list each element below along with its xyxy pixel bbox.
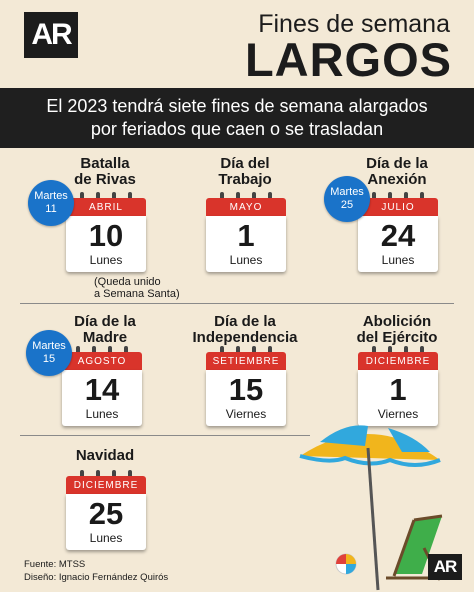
calendar-day: 25 [88,496,124,531]
calendar-month: MAYO [206,198,286,216]
calendar-day: 24 [380,218,416,253]
beach-chair-icon [386,514,443,581]
calendar-weekday: Lunes [89,253,123,267]
badge-day: 11 [45,203,57,215]
calendar-agosto: AGOSTO 14 Lunes [62,346,142,428]
calendar-day: 1 [389,372,407,407]
holiday-title-line: Día de la [74,313,136,330]
calendar-month: JULIO [358,198,438,216]
note-semana-santa: (Queda unido a Semana Santa) [94,276,180,300]
badge-day: 15 [42,353,56,365]
note-line: (Queda unido [94,276,161,288]
calendar-weekday: Viernes [225,407,267,421]
holiday-title-line: Anexión [367,171,427,188]
title-top: Fines de semana [258,10,450,38]
badge-day: 25 [340,199,354,211]
holiday-title-line: de Rivas [74,171,136,188]
calendar-weekday: Lunes [85,407,119,421]
holiday-title-line: Madre [82,329,128,346]
banner: El 2023 tendrá siete fines de semana ala… [0,88,474,148]
ar-logo-small: AR [428,554,462,580]
footer-design: Diseño: Ignacio Fernández Quirós [24,572,169,583]
calendar-day: 10 [88,218,124,253]
calendar-month: SETIEMBRE [206,352,286,370]
holiday-title-line: Navidad [75,447,135,464]
holiday-title-line: Trabajo [218,171,272,188]
holiday-title-abolicion-ejercito: Abolición del Ejército [322,314,472,346]
holiday-title-independencia: Día de la Independencia [170,314,320,346]
badge-label: Martes [330,186,364,198]
badge-label: Martes [32,340,66,352]
holiday-title-line: Batalla [80,155,130,172]
ar-logo: AR [24,12,78,58]
holiday-title-line: Día de la [214,313,276,330]
footer-credits: Fuente: MTSS Diseño: Ignacio Fernández Q… [24,558,168,584]
calendar-diciembre-1: DICIEMBRE 1 Viernes [358,346,438,428]
holiday-title-dia-trabajo: Día del Trabajo [170,156,320,188]
banner-line-2: por feriados que caen o se trasladan [90,119,384,139]
calendar-weekday: Viernes [377,407,419,421]
badge-martes-25: Martes 25 [324,176,370,222]
holiday-title-dia-anexion: Día de la Anexión [322,156,472,188]
badge-label: Martes [34,190,68,202]
beach-illustration [299,425,443,591]
calendar-diciembre-25: DICIEMBRE 25 Lunes [66,470,146,552]
calendar-weekday: Lunes [229,253,263,267]
calendar-weekday: Lunes [381,253,415,267]
calendar-month: DICIEMBRE [66,476,146,494]
calendar-day: 14 [84,372,120,407]
holiday-title-navidad: Navidad [30,448,180,464]
holiday-title-line: Día de la [366,155,428,172]
calendar-day: 1 [237,218,255,253]
holiday-title-line: Día del [220,155,270,172]
divider-row-1 [20,303,454,304]
beach-ball-icon [335,553,357,575]
calendar-setiembre: SETIEMBRE 15 Viernes [206,346,286,428]
badge-martes-11: Martes 11 [28,180,74,226]
calendar-weekday: Lunes [89,531,123,545]
calendar-day: 15 [228,372,264,407]
calendar-month: DICIEMBRE [358,352,438,370]
umbrella-icon [299,425,441,591]
footer-source: Fuente: MTSS [24,559,86,570]
holiday-title-dia-madre: Día de la Madre [30,314,180,346]
calendar-julio: JULIO 24 Lunes [358,192,438,274]
divider-row-2 [20,435,310,436]
holiday-title-line: Abolición [362,313,432,330]
note-line: a Semana Santa) [94,288,180,300]
holiday-title-line: del Ejército [356,329,438,346]
calendar-abril: ABRIL 10 Lunes [66,192,146,274]
title-main: LARGOS [244,33,452,86]
calendar-month: ABRIL [66,198,146,216]
holiday-title-batalla-rivas: Batalla de Rivas [30,156,180,188]
holiday-title-line: Independencia [192,329,298,346]
banner-line-1: El 2023 tendrá siete fines de semana ala… [46,96,428,116]
calendar-mayo: MAYO 1 Lunes [206,192,286,274]
badge-martes-15: Martes 15 [26,330,72,376]
calendar-month: AGOSTO [62,352,142,370]
